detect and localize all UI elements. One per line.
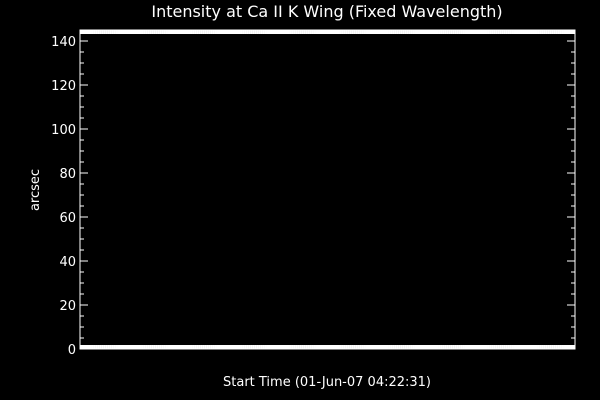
y-tick-label: 80 <box>59 167 76 182</box>
axis-ticks: 02040608010012014022:32.022:32.522:33.02… <box>51 29 576 358</box>
y-tick-label: 120 <box>51 79 76 94</box>
y-tick-label: 140 <box>51 35 76 50</box>
y-axis-label: arcsec <box>28 169 43 211</box>
y-tick-label: 60 <box>59 211 76 226</box>
y-tick-label: 100 <box>51 123 76 138</box>
y-tick-label: 20 <box>59 299 76 314</box>
y-tick-label: 40 <box>59 255 76 270</box>
chart-title: Intensity at Ca II K Wing (Fixed Wavelen… <box>151 2 502 21</box>
y-tick-label: 0 <box>68 343 76 358</box>
x-axis-label: Start Time (01-Jun-07 04:22:31) <box>223 375 431 390</box>
plot-frame <box>79 29 576 350</box>
